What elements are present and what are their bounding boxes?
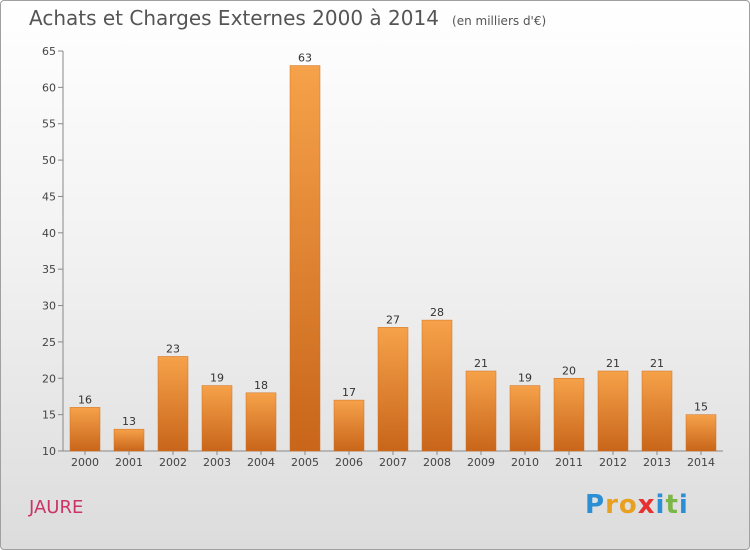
- bar-value-label: 19: [210, 372, 224, 385]
- bar: [377, 327, 409, 452]
- chart-subtitle: (en milliers d'€): [452, 14, 547, 28]
- y-tick-label: 10: [42, 445, 56, 458]
- y-tick-label: 50: [42, 154, 56, 167]
- bars: 16 13 23 19 18 63 17 27 28 21 19 20 21 21 15: [69, 52, 717, 452]
- logo-letter: x: [637, 490, 656, 520]
- bar-value-label: 28: [430, 306, 444, 319]
- bar: [157, 356, 189, 452]
- bar: [685, 414, 717, 452]
- logo-letter: t: [665, 490, 679, 520]
- bar-value-label: 17: [342, 386, 356, 399]
- bar-value-label: 15: [694, 401, 708, 414]
- bar-value-label: 20: [562, 364, 576, 377]
- bar: [201, 385, 233, 452]
- x-tick-label: 2012: [599, 456, 627, 469]
- logo-letter: i: [655, 490, 666, 520]
- bar: [509, 385, 541, 452]
- y-tick-label: 15: [42, 409, 56, 422]
- bar: [465, 370, 497, 452]
- bar: [553, 378, 585, 452]
- proxiti-logo: Proxiti: [585, 490, 689, 520]
- commune-name: JAURE: [29, 497, 84, 518]
- bar-value-label: 21: [474, 357, 488, 370]
- x-tick-label: 2013: [643, 456, 671, 469]
- x-tick-label: 2004: [247, 456, 275, 469]
- x-tick-label: 2001: [115, 456, 143, 469]
- bar-value-label: 16: [78, 393, 92, 406]
- x-tick-label: 2007: [379, 456, 407, 469]
- y-tick-label: 60: [42, 81, 56, 94]
- y-tick-label: 40: [42, 227, 56, 240]
- bar: [289, 65, 321, 452]
- bar-value-label: 21: [606, 357, 620, 370]
- bar-value-label: 21: [650, 357, 664, 370]
- bar-value-label: 19: [518, 372, 532, 385]
- bar: [421, 319, 453, 452]
- y-tick-label: 30: [42, 300, 56, 313]
- logo-letter: r: [605, 490, 619, 520]
- x-tick-label: 2010: [511, 456, 539, 469]
- y-tick-label: 55: [42, 118, 56, 131]
- logo-letter: o: [618, 490, 638, 520]
- bar-value-label: 27: [386, 313, 400, 326]
- bar: [641, 370, 673, 452]
- x-tick-label: 2011: [555, 456, 583, 469]
- x-tick-label: 2014: [687, 456, 715, 469]
- y-tick-label: 20: [42, 372, 56, 385]
- logo-letter: i: [678, 490, 689, 520]
- x-tick-label: 2006: [335, 456, 363, 469]
- x-tick-label: 2008: [423, 456, 451, 469]
- y-tick-label: 35: [42, 263, 56, 276]
- x-tick-label: 2005: [291, 456, 319, 469]
- bar-value-label: 63: [298, 52, 312, 65]
- x-tick-label: 2002: [159, 456, 187, 469]
- bar: [333, 399, 365, 452]
- bar: [597, 370, 629, 452]
- y-tick-label: 45: [42, 190, 56, 203]
- bar-value-label: 18: [254, 379, 268, 392]
- axes: 10 15 20 25 30 35 40 45 50 55 60 65 2000 2001 2002 2003…: [42, 45, 723, 469]
- y-tick-label: 25: [42, 336, 56, 349]
- bar-value-label: 13: [122, 415, 136, 428]
- x-tick-label: 2003: [203, 456, 231, 469]
- logo-letter: P: [585, 490, 606, 520]
- x-tick-label: 2000: [71, 456, 99, 469]
- bar: [113, 428, 145, 452]
- bar: [69, 407, 101, 452]
- title-line: Achats et Charges Externes 2000 à 2014 (…: [29, 6, 546, 30]
- chart-title: Achats et Charges Externes 2000 à 2014: [29, 6, 439, 30]
- y-tick-label: 65: [42, 45, 56, 58]
- x-tick-label: 2009: [467, 456, 495, 469]
- bar: [245, 392, 277, 452]
- bar-value-label: 23: [166, 342, 180, 355]
